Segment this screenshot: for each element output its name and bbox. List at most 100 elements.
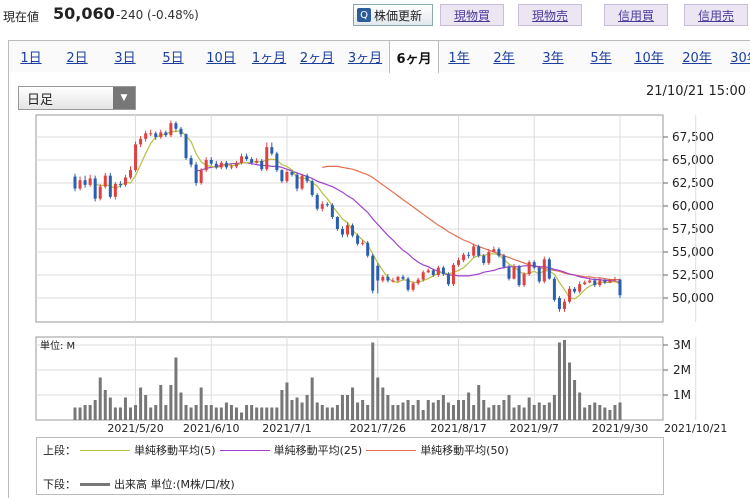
tab-0[interactable]: 1日 xyxy=(20,51,42,66)
candle-body xyxy=(406,278,410,290)
candle-body xyxy=(305,175,309,182)
volume-bar xyxy=(290,400,294,420)
candle-body xyxy=(275,153,279,171)
volume-bar xyxy=(603,407,607,420)
legend-volume-swatch xyxy=(80,482,110,486)
tab-2[interactable]: 3日 xyxy=(114,51,136,66)
chart-datetime: 21/10/21 15:00 xyxy=(646,84,746,99)
volume-bar xyxy=(224,402,228,420)
update-price-label: 株価更新 xyxy=(374,8,423,23)
candle-body xyxy=(199,170,203,183)
candle-body xyxy=(532,262,536,268)
volume-bar xyxy=(315,402,319,420)
legend-ma5: 単純移動平均(5) xyxy=(134,444,216,457)
candle-body xyxy=(154,133,158,137)
volume-bar xyxy=(472,405,476,420)
tab-4[interactable]: 10日 xyxy=(206,51,236,66)
volume-bar xyxy=(351,387,355,420)
tab-14[interactable]: 20年 xyxy=(682,51,712,66)
price-tick-label: 57,500 xyxy=(672,222,714,236)
tab-1[interactable]: 2日 xyxy=(66,51,88,66)
candle-body xyxy=(194,164,198,183)
candle-body xyxy=(467,254,471,256)
tab-7[interactable]: 3ヶ月 xyxy=(347,51,383,66)
update-price-button[interactable]: Q 株価更新 xyxy=(353,4,433,26)
candle-body xyxy=(598,280,602,286)
volume-bar xyxy=(527,397,531,420)
tab-15[interactable]: 30年 xyxy=(730,51,750,66)
candle-body xyxy=(593,280,597,286)
volume-bar xyxy=(366,405,370,420)
volume-bar xyxy=(123,397,127,420)
volume-bar xyxy=(457,400,461,420)
price-tick-label: 62,500 xyxy=(672,176,714,190)
candle-body xyxy=(517,266,521,286)
interval-select-value: 日足 xyxy=(27,92,54,108)
candle-body xyxy=(411,283,415,290)
volume-bar xyxy=(194,405,198,420)
volume-bar xyxy=(118,407,122,420)
tab-8[interactable]: 6ヶ月 xyxy=(389,41,439,73)
candle-body xyxy=(315,194,319,209)
x-tick-label: 2021/8/17 xyxy=(430,422,486,435)
volume-bar xyxy=(144,395,148,420)
volume-bar xyxy=(204,405,208,420)
candle-body xyxy=(113,183,117,197)
volume-bar xyxy=(159,385,163,420)
candle-body xyxy=(184,134,188,159)
volume-bar xyxy=(557,342,561,420)
volume-bar xyxy=(169,385,173,420)
candle-body xyxy=(477,246,481,256)
candle-body xyxy=(376,265,380,281)
margin-buy-button[interactable]: 信用買 xyxy=(604,4,668,26)
candle-body xyxy=(578,284,582,292)
candle-body xyxy=(603,280,607,283)
volume-bar xyxy=(295,397,299,420)
candle-body xyxy=(588,280,592,283)
chart-panel xyxy=(8,72,750,498)
tab-10[interactable]: 2年 xyxy=(493,51,515,66)
cash-buy-button[interactable]: 現物買 xyxy=(440,4,504,26)
candle-body xyxy=(123,177,127,185)
volume-bar xyxy=(88,405,92,420)
candle-body xyxy=(426,270,430,273)
tab-12[interactable]: 5年 xyxy=(590,51,612,66)
period-tabs: 1日 2日 3日 5日 10日 1ヶ月 2ヶ月 3ヶ月 6ヶ月 1年 2年 3年 5年 10年 20年 30年 xyxy=(8,40,750,73)
interval-select[interactable]: 日足 ▼ xyxy=(18,86,136,110)
price-tick-label: 52,500 xyxy=(672,268,714,282)
volume-bar xyxy=(391,405,395,420)
volume-bar xyxy=(441,395,445,420)
candle-body xyxy=(129,170,133,178)
volume-bar xyxy=(578,392,582,420)
volume-bar xyxy=(562,340,566,420)
tab-11[interactable]: 3年 xyxy=(542,51,564,66)
candle-body xyxy=(613,279,617,281)
chevron-down-icon: ▼ xyxy=(113,87,135,109)
candle-body xyxy=(260,160,264,170)
volume-bar xyxy=(386,395,390,420)
volume-bar xyxy=(189,407,193,420)
volume-bar xyxy=(234,407,238,420)
tab-5[interactable]: 1ヶ月 xyxy=(251,51,287,66)
margin-sell-button[interactable]: 信用売 xyxy=(684,4,748,26)
candle-body xyxy=(144,133,148,139)
volume-bar xyxy=(416,400,420,420)
legend-upper-label: 上段： xyxy=(43,444,76,457)
candle-body xyxy=(436,267,440,275)
cash-sell-button[interactable]: 現物売 xyxy=(518,4,582,26)
tab-9[interactable]: 1年 xyxy=(448,51,470,66)
candle-body xyxy=(229,166,233,168)
volume-bar xyxy=(477,385,481,420)
volume-bar xyxy=(532,405,536,420)
volume-bar xyxy=(275,407,279,420)
candle-body xyxy=(98,186,102,199)
volume-bar xyxy=(134,405,138,420)
tab-3[interactable]: 5日 xyxy=(162,51,184,66)
volume-bar xyxy=(451,405,455,420)
volume-bar xyxy=(245,405,249,420)
tab-6[interactable]: 2ヶ月 xyxy=(299,51,335,66)
tab-13[interactable]: 10年 xyxy=(634,51,664,66)
volume-bar xyxy=(154,405,158,420)
chart-legend: 上段： 単純移動平均(5) 単純移動平均(25) 単純移動平均(50) 下段： … xyxy=(36,437,664,495)
candle-body xyxy=(497,249,501,256)
